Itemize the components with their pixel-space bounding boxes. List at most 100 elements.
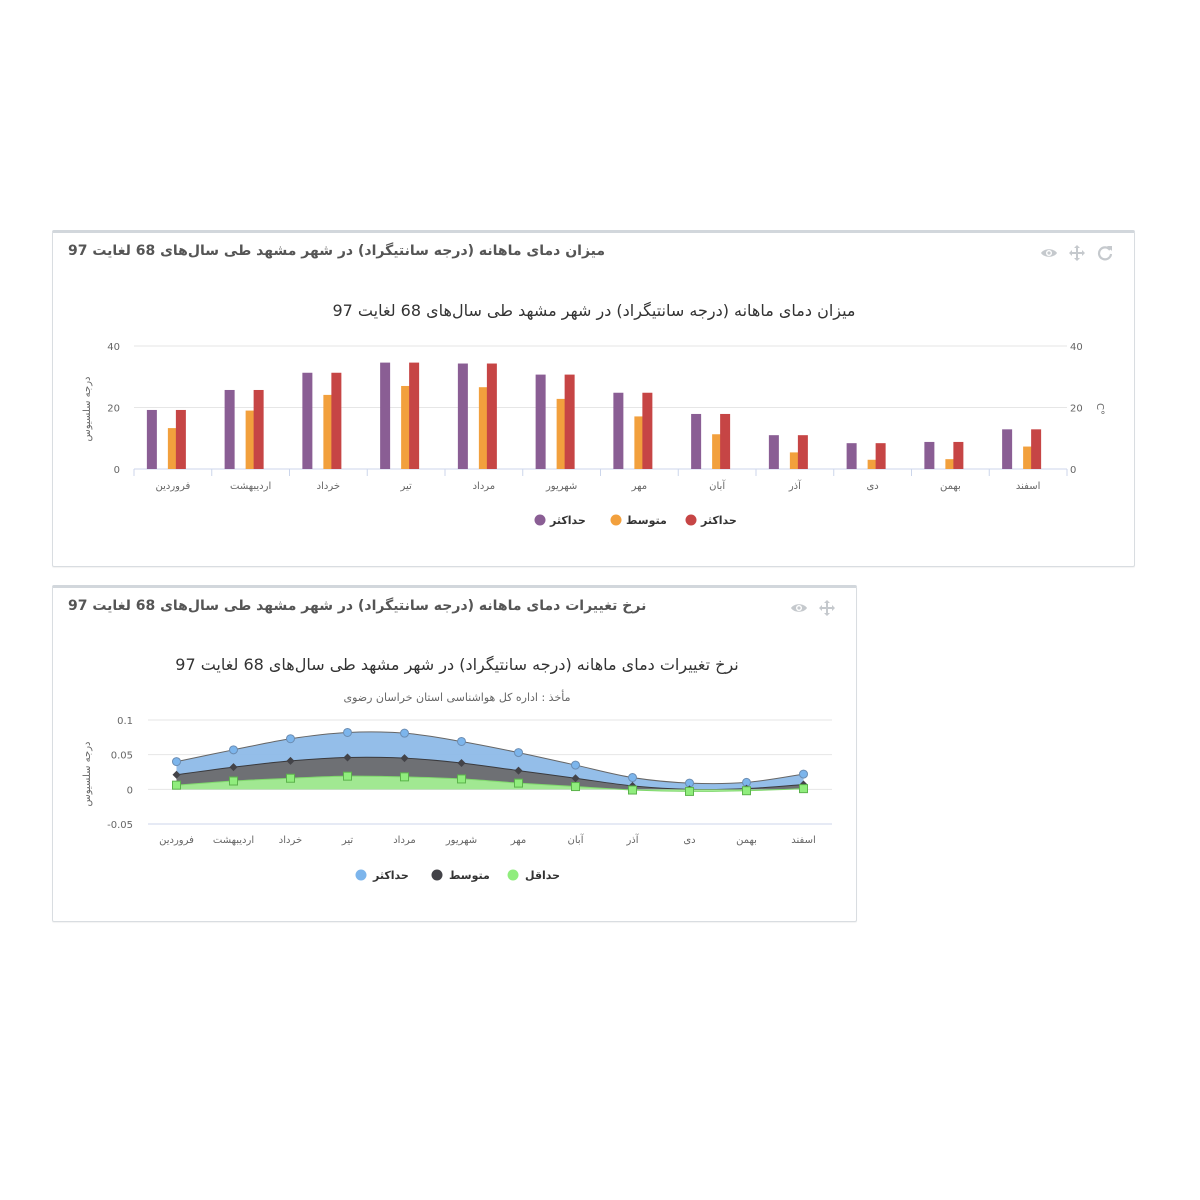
- data-point[interactable]: [514, 778, 523, 788]
- bar[interactable]: [380, 362, 391, 469]
- y-tick-label: 0.1: [117, 716, 133, 727]
- y-tick-label: 0: [127, 785, 133, 796]
- data-point[interactable]: [229, 763, 238, 772]
- bar[interactable]: [253, 389, 264, 469]
- x-tick-label: مهر: [631, 481, 647, 492]
- data-point[interactable]: [172, 757, 181, 767]
- bar[interactable]: [564, 374, 575, 469]
- bar[interactable]: [245, 410, 256, 469]
- data-point[interactable]: [685, 786, 694, 796]
- bar[interactable]: [1002, 429, 1013, 469]
- eye-icon[interactable]: [1040, 244, 1058, 262]
- x-tick-label: اردیبهشت: [213, 835, 254, 846]
- data-point[interactable]: [457, 774, 466, 784]
- data-point[interactable]: [571, 774, 580, 783]
- legend-label[interactable]: حداکثر: [700, 514, 737, 527]
- bar[interactable]: [712, 434, 723, 469]
- legend-label[interactable]: متوسط: [449, 869, 490, 882]
- bar[interactable]: [846, 443, 857, 469]
- bar[interactable]: [867, 459, 878, 469]
- data-point[interactable]: [400, 772, 409, 782]
- data-point[interactable]: [229, 745, 238, 755]
- legend-marker[interactable]: [431, 869, 443, 881]
- bar[interactable]: [789, 452, 800, 469]
- bar[interactable]: [953, 441, 964, 469]
- legend-marker[interactable]: [355, 869, 367, 881]
- data-point[interactable]: [628, 785, 637, 795]
- bar[interactable]: [556, 398, 567, 469]
- legend-label[interactable]: حداکثر: [372, 869, 409, 882]
- eye-icon[interactable]: [790, 599, 808, 617]
- series-line[interactable]: [176, 775, 804, 792]
- bar[interactable]: [302, 372, 313, 469]
- bar[interactable]: [401, 385, 412, 469]
- series-line[interactable]: [176, 731, 804, 785]
- bar[interactable]: [486, 363, 497, 469]
- bar[interactable]: [409, 362, 420, 469]
- bar[interactable]: [535, 374, 546, 469]
- bar[interactable]: [146, 409, 157, 469]
- data-point[interactable]: [457, 758, 466, 767]
- bar[interactable]: [634, 416, 645, 469]
- bar[interactable]: [797, 435, 808, 469]
- data-point[interactable]: [343, 753, 352, 762]
- data-point[interactable]: [172, 770, 181, 779]
- bar[interactable]: [167, 428, 178, 469]
- data-point[interactable]: [514, 766, 523, 775]
- data-point[interactable]: [172, 780, 181, 790]
- bar[interactable]: [768, 435, 779, 469]
- bar[interactable]: [323, 394, 334, 469]
- bar[interactable]: [945, 459, 956, 469]
- bar[interactable]: [642, 392, 653, 469]
- refresh-icon[interactable]: [1096, 244, 1114, 262]
- x-tick-label: بهمن: [736, 835, 757, 846]
- bar[interactable]: [613, 392, 624, 469]
- x-tick-label: آبان: [709, 479, 726, 492]
- x-tick-label: فروردین: [155, 481, 190, 492]
- x-tick-label: خرداد: [279, 835, 302, 846]
- area-chart-panel: نرخ تغییرات دمای ماهانه (درجه سانتیگراد)…: [52, 585, 857, 922]
- data-point[interactable]: [628, 773, 637, 783]
- bar[interactable]: [691, 413, 702, 469]
- bar[interactable]: [224, 389, 235, 469]
- data-point[interactable]: [514, 748, 523, 758]
- data-point[interactable]: [457, 736, 466, 746]
- move-icon[interactable]: [1068, 244, 1086, 262]
- bar[interactable]: [720, 413, 731, 469]
- bar[interactable]: [175, 409, 186, 469]
- bar[interactable]: [1023, 446, 1034, 469]
- data-point[interactable]: [286, 756, 295, 765]
- x-tick-label: اسفند: [1016, 481, 1040, 492]
- data-point[interactable]: [286, 773, 295, 783]
- legend-marker[interactable]: [534, 514, 546, 526]
- data-point[interactable]: [571, 760, 580, 770]
- data-point[interactable]: [229, 776, 238, 786]
- data-point[interactable]: [799, 769, 808, 779]
- data-point[interactable]: [343, 771, 352, 781]
- data-point[interactable]: [400, 728, 409, 738]
- legend-label[interactable]: حداکثر: [549, 514, 586, 527]
- legend-marker[interactable]: [685, 514, 697, 526]
- legend-label[interactable]: حداقل: [525, 869, 560, 882]
- y-axis-label-right: C°: [1094, 403, 1105, 415]
- x-tick-label: تیر: [341, 835, 354, 846]
- y-tick-label: 0.05: [111, 751, 133, 762]
- data-point[interactable]: [799, 784, 808, 794]
- data-point[interactable]: [343, 727, 352, 737]
- data-point[interactable]: [400, 754, 409, 763]
- bar[interactable]: [924, 441, 935, 469]
- data-point[interactable]: [286, 734, 295, 744]
- legend-marker[interactable]: [610, 514, 622, 526]
- legend-label[interactable]: متوسط: [626, 514, 667, 527]
- bar[interactable]: [478, 387, 489, 469]
- legend-marker[interactable]: [507, 869, 519, 881]
- bar[interactable]: [331, 372, 342, 469]
- data-point[interactable]: [742, 786, 751, 796]
- panel-title: میزان دمای ماهانه (درجه سانتیگراد) در شه…: [68, 243, 606, 259]
- move-icon[interactable]: [818, 599, 836, 617]
- bar[interactable]: [1031, 429, 1042, 469]
- data-point[interactable]: [571, 782, 580, 792]
- bar[interactable]: [875, 443, 886, 469]
- chart-subtitle: مأخذ : اداره کل هواشناسی استان خراسان رض…: [343, 689, 570, 704]
- bar[interactable]: [457, 363, 468, 469]
